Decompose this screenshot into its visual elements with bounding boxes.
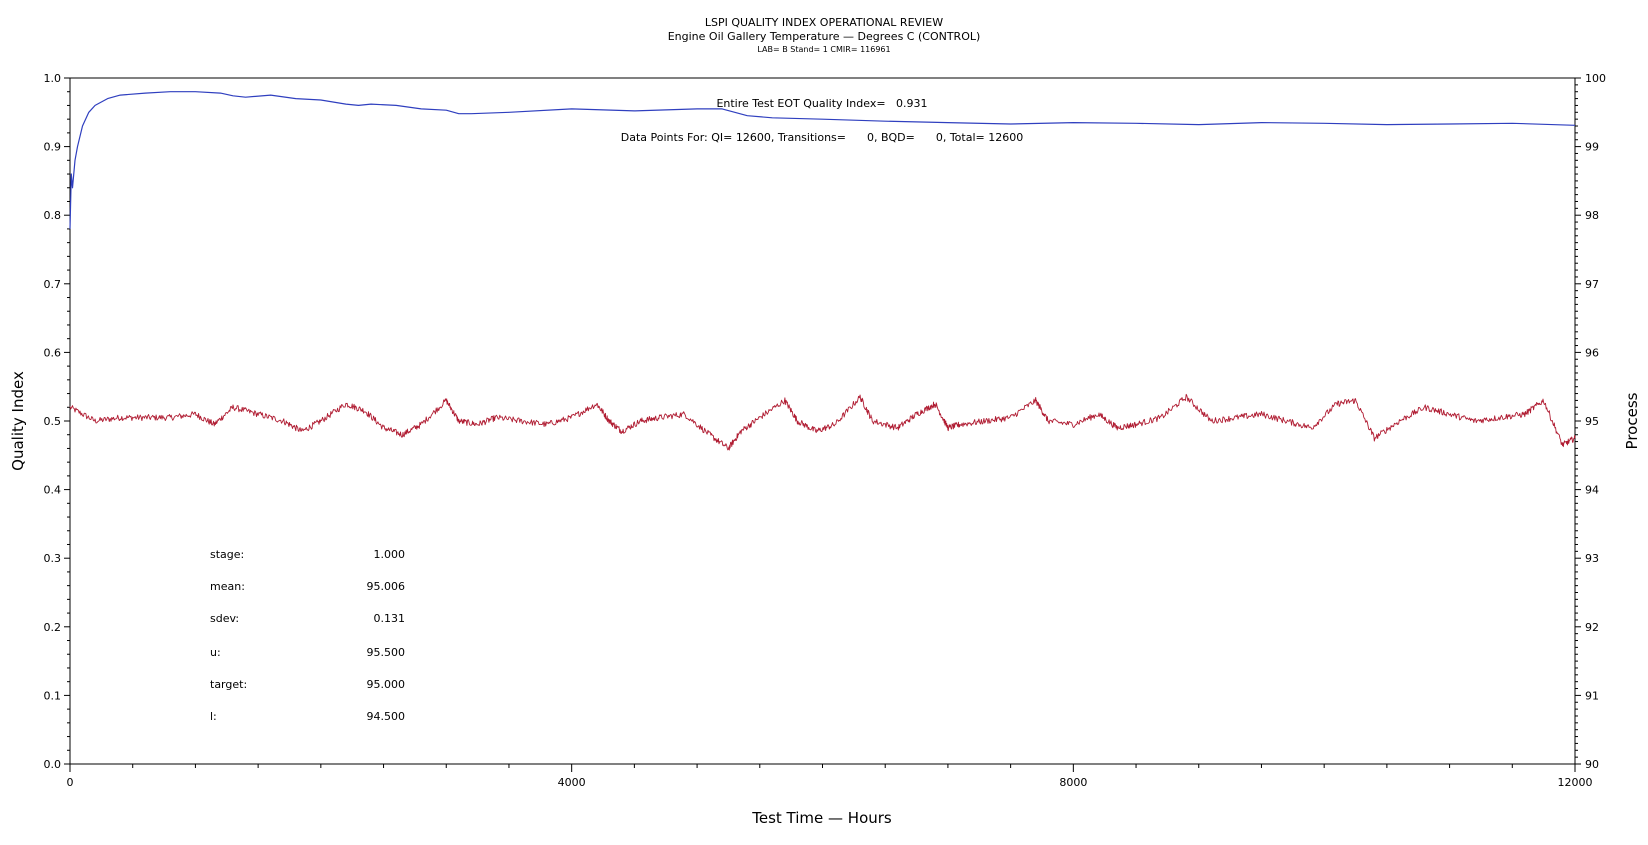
y-axis-left-label: Quality Index [9,371,27,471]
chart-subtitle: Engine Oil Gallery Temperature — Degrees… [668,30,981,43]
y-left-tick-label: 0.7 [44,278,62,291]
y-left-tick-label: 0.8 [44,209,62,222]
y-right-tick-label: 93 [1585,552,1599,565]
x-tick-label: 0 [67,776,74,789]
y-right-tick-label: 97 [1585,278,1599,291]
y-right-tick-label: 96 [1585,346,1599,359]
y-left-tick-label: 0.2 [44,621,62,634]
plot-frame [69,77,1576,765]
y-left-tick-label: 0.3 [44,552,62,565]
series-layer [69,91,1576,451]
x-axis-label: Test Time — Hours [751,809,892,827]
y-left-tick-label: 0.5 [44,415,62,428]
y-right-tick-label: 99 [1585,141,1599,154]
y-right-tick-label: 98 [1585,209,1599,222]
stat-value: 95.006 [367,580,406,593]
x-tick-label: 4000 [558,776,586,789]
y-left-tick-label: 0.9 [44,141,62,154]
y-right-tick-label: 92 [1585,621,1599,634]
stat-value: 94.500 [367,710,406,723]
y-right-tick-label: 100 [1585,72,1606,85]
stat-value: 0.131 [374,612,406,625]
x-tick-label: 12000 [1558,776,1593,789]
stat-label: stage: [210,548,244,561]
stat-label: target: [210,678,247,691]
stat-value: 95.000 [367,678,406,691]
y-left-tick-label: 0.0 [44,758,62,771]
annotation-quality-index: Entire Test EOT Quality Index= 0.931 [716,97,927,110]
stat-value: 95.500 [367,646,406,659]
right-axis: 90 91 92 93 94 95 96 97 98 99 100 [1575,72,1606,771]
stat-value: 1.000 [374,548,406,561]
y-left-tick-label: 0.6 [44,346,62,359]
y-left-tick-label: 0.1 [44,689,62,702]
stat-label: sdev: [210,612,239,625]
annotation-data-points: Data Points For: QI= 12600, Transitions=… [621,131,1023,144]
y-axis-right-label: Process [1623,392,1641,449]
y-right-tick-label: 95 [1585,415,1599,428]
chart-subtitle-lab: LAB= B Stand= 1 CMIR= 116961 [757,45,890,54]
process-series-line [69,393,1576,451]
stats-block: stage: 1.000 mean: 95.006 sdev: 0.131 u: 95.500… [210,548,405,723]
x-tick-label: 8000 [1059,776,1087,789]
y-left-tick-label: 1.0 [44,72,62,85]
chart-title: LSPI QUALITY INDEX OPERATIONAL REVIEW [705,16,943,29]
quality-index-series-line [69,91,1576,229]
y-right-tick-label: 91 [1585,689,1599,702]
stat-label: mean: [210,580,245,593]
y-right-tick-label: 94 [1585,484,1599,497]
stat-label: l: [210,710,217,723]
stat-label: u: [210,646,221,659]
x-axis: 0 4000 8000 12000 [67,764,1593,789]
y-right-tick-label: 90 [1585,758,1599,771]
left-axis: 0.0 0.1 0.2 0.3 0.4 0.5 0.6 0.7 0.8 0.9 1.0 [44,72,70,771]
y-left-tick-label: 0.4 [44,484,62,497]
